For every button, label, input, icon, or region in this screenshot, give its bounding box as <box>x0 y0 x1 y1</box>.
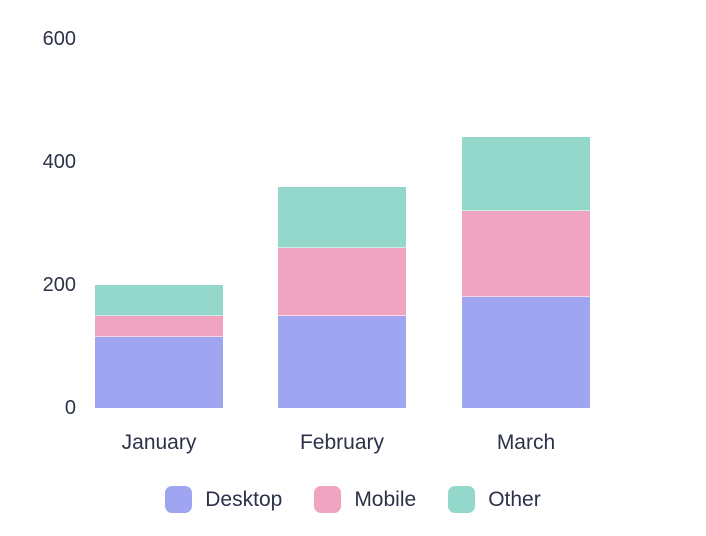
y-tick-label-400: 400 <box>42 151 76 173</box>
y-tick-label-0: 0 <box>64 397 76 419</box>
legend-item-other[interactable]: Other <box>448 486 541 513</box>
bar-segment-february-mobile[interactable] <box>278 248 406 316</box>
bar-segment-march-mobile[interactable] <box>462 211 590 298</box>
legend-item-mobile[interactable]: Mobile <box>314 486 416 513</box>
legend-swatch-other <box>448 486 476 513</box>
bar-segment-february-other[interactable] <box>278 186 406 249</box>
x-label-january: January <box>121 431 197 454</box>
bar-segment-march-other[interactable] <box>462 137 590 212</box>
bar-segment-february-desktop[interactable] <box>278 315 406 408</box>
y-tick-label-200: 200 <box>42 274 76 296</box>
legend-label-mobile: Mobile <box>354 488 417 511</box>
y-tick-label-600: 600 <box>42 28 76 50</box>
bar-segment-march-desktop[interactable] <box>462 297 590 408</box>
legend-item-desktop[interactable]: Desktop <box>165 486 282 513</box>
bar-february <box>278 186 406 408</box>
x-label-march: March <box>496 431 556 454</box>
bar-segment-january-mobile[interactable] <box>95 315 223 338</box>
bar-january <box>95 285 223 408</box>
legend: Desktop Mobile Other <box>0 486 706 513</box>
legend-label-other: Other <box>488 488 541 511</box>
bar-march <box>462 137 590 408</box>
legend-label-desktop: Desktop <box>205 488 283 511</box>
bar-segment-january-desktop[interactable] <box>95 337 223 408</box>
legend-swatch-desktop <box>165 486 193 513</box>
legend-swatch-mobile <box>314 486 342 513</box>
x-label-february: February <box>299 431 385 454</box>
bar-segment-january-other[interactable] <box>95 285 223 316</box>
